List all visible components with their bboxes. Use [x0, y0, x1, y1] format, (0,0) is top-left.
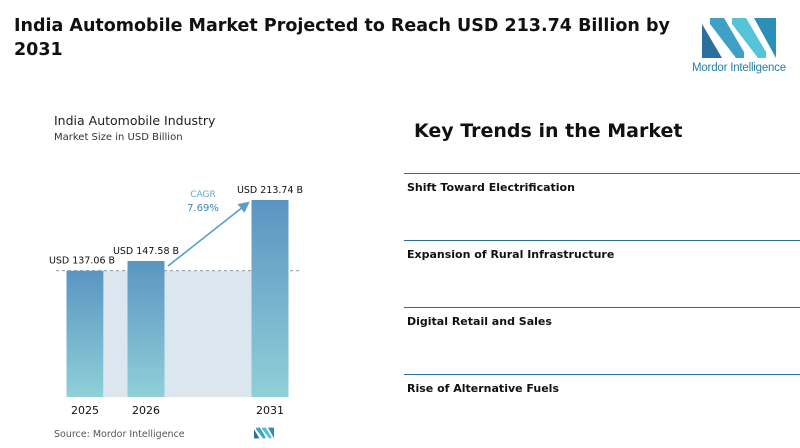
bar-data-label: USD 137.06 B	[49, 256, 115, 267]
cagr-label: CAGR	[190, 190, 216, 200]
cagr-arrow	[167, 201, 250, 267]
x-tick-label: 2031	[256, 404, 284, 417]
cagr-value: 7.69%	[187, 203, 219, 214]
trend-item: Digital Retail and Sales	[404, 307, 800, 328]
trend-item: Rise of Alternative Fuels	[404, 374, 800, 395]
baseline-band	[104, 270, 252, 397]
chart-source: Source: Mordor Intelligence	[54, 429, 185, 440]
chart-subtitle: Market Size in USD Billion	[54, 132, 183, 143]
page-title: India Automobile Market Projected to Rea…	[14, 16, 670, 60]
trend-item: Expansion of Rural Infrastructure	[404, 240, 800, 261]
trend-label: Shift Toward Electrification	[407, 181, 575, 194]
bar-data-label: USD 213.74 B	[237, 185, 303, 196]
logo-text: Mordor Intelligence	[691, 62, 786, 74]
bar	[127, 260, 165, 397]
bar-data-label: USD 147.58 B	[113, 246, 179, 257]
chart-title: India Automobile Industry	[54, 113, 216, 128]
trend-item: Shift Toward Electrification	[404, 173, 800, 194]
mini-logo-icon	[254, 427, 274, 439]
bar	[66, 270, 104, 397]
bar	[251, 200, 289, 397]
trend-label: Digital Retail and Sales	[407, 315, 552, 328]
x-tick-label: 2026	[132, 404, 160, 417]
mordor-logo-icon	[702, 18, 776, 58]
trend-label: Rise of Alternative Fuels	[407, 382, 559, 395]
trends-title: Key Trends in the Market	[414, 120, 683, 142]
x-tick-label: 2025	[71, 404, 99, 417]
mordor-logo: Mordor Intelligence	[690, 18, 788, 80]
trend-label: Expansion of Rural Infrastructure	[407, 248, 615, 261]
